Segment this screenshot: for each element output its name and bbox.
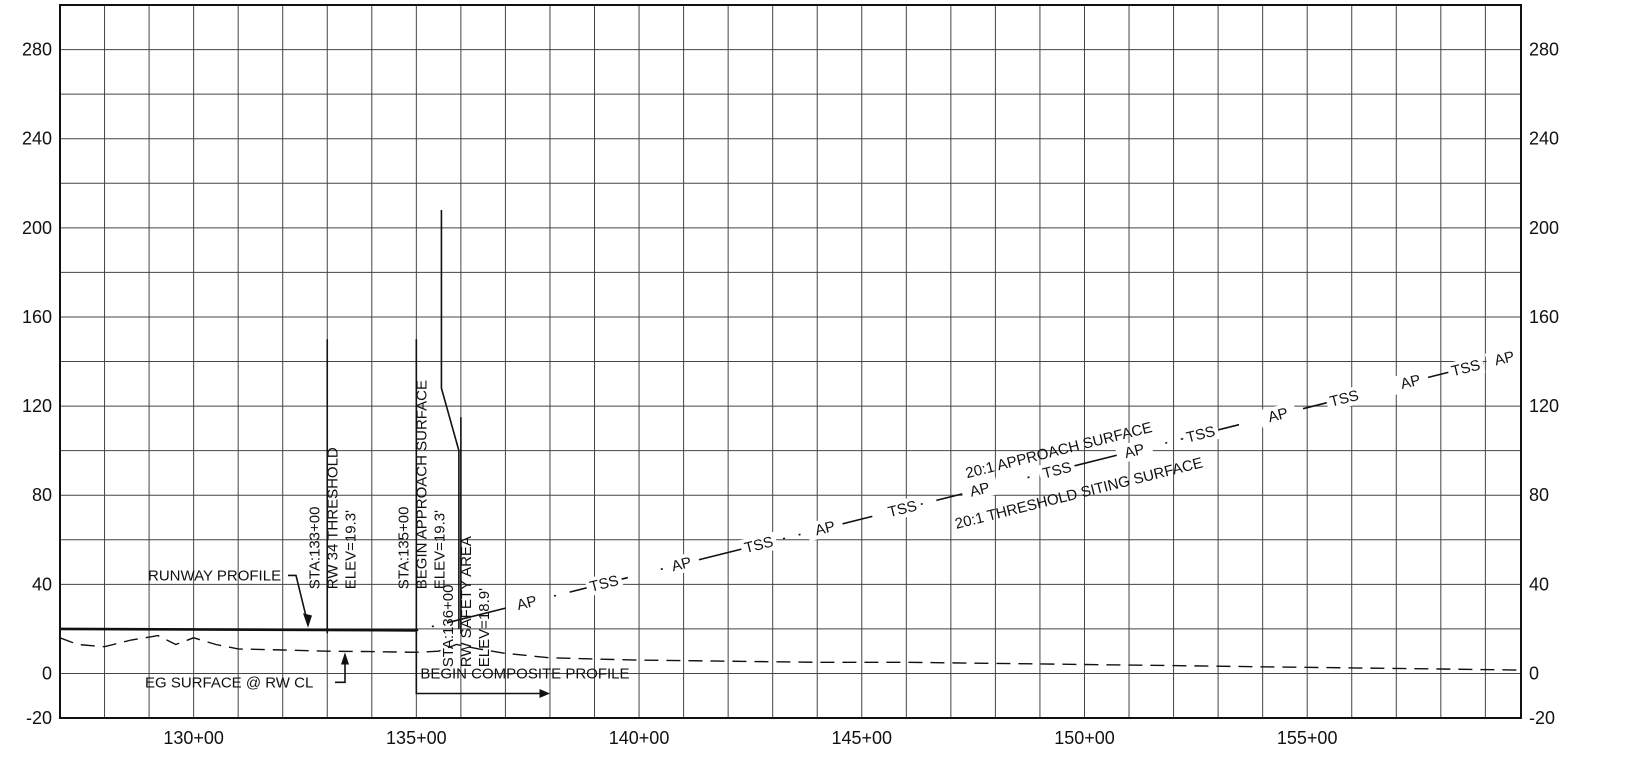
surface-label-gap: [805, 515, 845, 542]
runway-profile-line: [59, 627, 417, 632]
station-marker-text: ELEV=19.3': [431, 510, 448, 589]
elevation-tick-label-left: 80: [32, 485, 52, 505]
surface-label-gap: [960, 476, 1000, 503]
elevation-tick-label-right: -20: [1529, 708, 1555, 728]
surface-label-gap: [661, 551, 702, 578]
elevation-tick-label-right: 120: [1529, 396, 1559, 416]
surface-label-gap: [1484, 345, 1525, 372]
ap-label: AP: [1123, 441, 1147, 462]
elevation-tick-label-left: 240: [22, 129, 52, 149]
station-marker-text: ELEV=18.9': [476, 588, 493, 667]
elevation-tick-label-right: 40: [1529, 574, 1549, 594]
tss-label: TSS: [1185, 423, 1217, 447]
elevation-tick-label-right: 0: [1529, 663, 1539, 683]
station-tick-label: 135+00: [386, 728, 447, 748]
elevation-tick-label-left: 200: [22, 218, 52, 238]
surface-label-gap: [1181, 421, 1221, 448]
elevation-tick-label-right: 160: [1529, 307, 1559, 327]
ap-label: AP: [1493, 348, 1517, 369]
surface-label-gap: [584, 570, 624, 597]
elevation-tick-label-right: 240: [1529, 129, 1559, 149]
elevation-tick-label-left: 280: [22, 40, 52, 60]
surface-label-gap: [1324, 385, 1364, 412]
elevation-tick-label-left: 120: [22, 396, 52, 416]
runway-profile-leader: [288, 574, 309, 625]
station-tick-label: 140+00: [609, 728, 670, 748]
axis-tick-labels: 280 280 240 240 200 200 160 160 120 120 80 80 40 40 0 0…: [22, 40, 1559, 748]
begin-composite-callout: BEGIN COMPOSITE PROFILE: [420, 665, 629, 682]
surface-label-gap: [507, 589, 547, 616]
elevation-tick-label-left: 160: [22, 307, 52, 327]
eg-surface-line: [59, 634, 1522, 671]
tss-label: TSS: [743, 533, 775, 557]
station-marker-text: ELEV=19.3': [342, 510, 359, 589]
begin-composite-leader: [415, 628, 546, 695]
tss-label: TSS: [1041, 459, 1073, 483]
ap-label: AP: [670, 554, 694, 575]
tss-label: TSS: [1450, 357, 1482, 381]
tss-label: TSS: [886, 498, 918, 522]
elevation-tick-label-left: 0: [42, 663, 52, 683]
tss-label: TSS: [1328, 387, 1360, 411]
station-marker-text: STA:133+00: [306, 507, 323, 590]
station-marker-text: STA:135+00: [395, 507, 412, 590]
runway-profile-callout: RUNWAY PROFILE: [148, 567, 281, 584]
surface-label-gap: [739, 531, 779, 558]
station-marker-text: RW SAFETY AREA: [458, 536, 475, 667]
station-tick-label: 145+00: [831, 728, 892, 748]
eg-surface-callout: EG SURFACE @ RW CL: [145, 674, 313, 691]
surface-label-gap: [1390, 368, 1431, 395]
station-tick-label: 155+00: [1277, 728, 1338, 748]
eg-surface-arrowhead: [341, 652, 349, 665]
surface-label-gap: [1037, 457, 1077, 484]
surface-label-gap: [1446, 354, 1486, 382]
ap-label: AP: [1266, 405, 1290, 426]
station-tick-label: 130+00: [163, 728, 224, 748]
ap-label: AP: [515, 593, 539, 614]
elevation-tick-label-right: 200: [1529, 218, 1559, 238]
station-marker-text: STA:136+00: [440, 585, 457, 668]
surface-label-gap: [1114, 437, 1155, 464]
station-marker-text: BEGIN APPROACH SURFACE: [413, 380, 430, 589]
safety-area-leader: [440, 209, 460, 629]
elevation-tick-label-right: 280: [1529, 40, 1559, 60]
begin-composite-arrowhead: [539, 689, 550, 698]
runway-profile-arrowhead: [303, 613, 312, 628]
elevation-tick-label-right: 80: [1529, 485, 1549, 505]
elevation-tick-label-left: 40: [32, 574, 52, 594]
ap-label: AP: [813, 518, 837, 539]
tss-label: TSS: [588, 572, 620, 596]
elevation-tick-label-left: -20: [26, 708, 52, 728]
ap-label: AP: [1399, 372, 1423, 393]
profile-lines: AP TSS AP TSS AP TSS AP TSS AP TSS AP TSS AP TSS AP: [59, 345, 1525, 671]
surface-label-gap: [1258, 401, 1298, 429]
ap-label: AP: [968, 479, 992, 500]
station-tick-label: 150+00: [1054, 728, 1115, 748]
station-marker-text: RW 34 THRESHOLD: [324, 447, 341, 589]
grid-lines: [60, 5, 1521, 718]
surface-label-gap: [882, 495, 923, 522]
plot-frame: [59, 4, 1522, 719]
